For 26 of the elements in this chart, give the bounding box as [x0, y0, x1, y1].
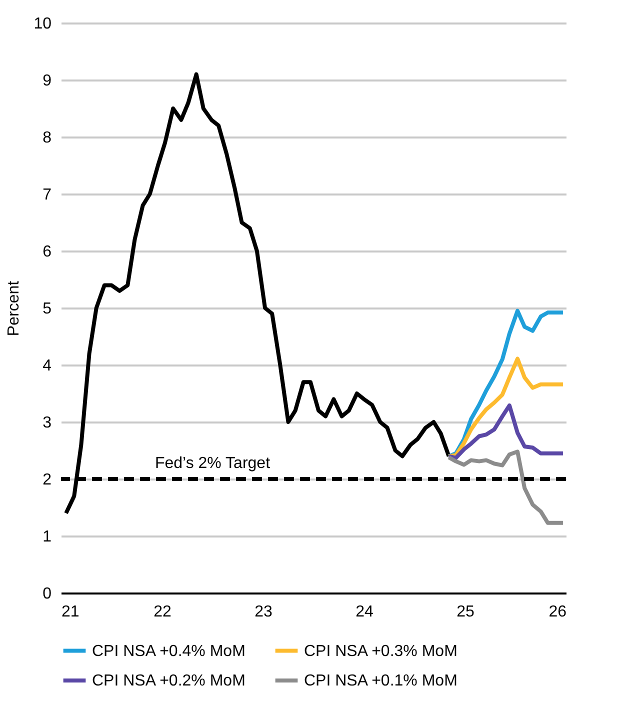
- y-tick-label: 9: [42, 72, 52, 90]
- ref-line-label: Fed’s 2% Target: [154, 455, 271, 472]
- line-series: [446, 356, 565, 458]
- x-tick-label: 26: [548, 604, 567, 620]
- y-tick-label: 4: [42, 358, 52, 374]
- y-tick-label: 5: [42, 300, 52, 318]
- x-tick-label: 23: [254, 604, 272, 620]
- line-series: [446, 403, 565, 460]
- y-tick-label: 6: [42, 244, 52, 260]
- x-tick-label: 25: [456, 604, 474, 620]
- legend-label: CPI NSA +0.1% MoM: [304, 672, 458, 690]
- legend-label: CPI NSA +0.2% MoM: [92, 672, 246, 690]
- y-tick-label: 7: [42, 186, 52, 204]
- x-tick-label: 21: [62, 604, 80, 620]
- line-series: [446, 450, 565, 525]
- legend-label: CPI NSA +0.4% MoM: [92, 642, 246, 660]
- x-tick-label: 24: [356, 604, 374, 620]
- y-tick-label: 0: [42, 586, 52, 602]
- y-tick-label: 10: [34, 16, 52, 32]
- legend-label: CPI NSA +0.3% MoM: [304, 642, 458, 660]
- y-tick-label: 2: [42, 472, 52, 488]
- y-axis-title: Percent: [6, 280, 23, 336]
- y-tick-label: 3: [42, 414, 52, 432]
- y-tick-label: 1: [42, 528, 52, 546]
- y-tick-label: 8: [42, 130, 52, 146]
- x-tick-label: 22: [154, 604, 172, 620]
